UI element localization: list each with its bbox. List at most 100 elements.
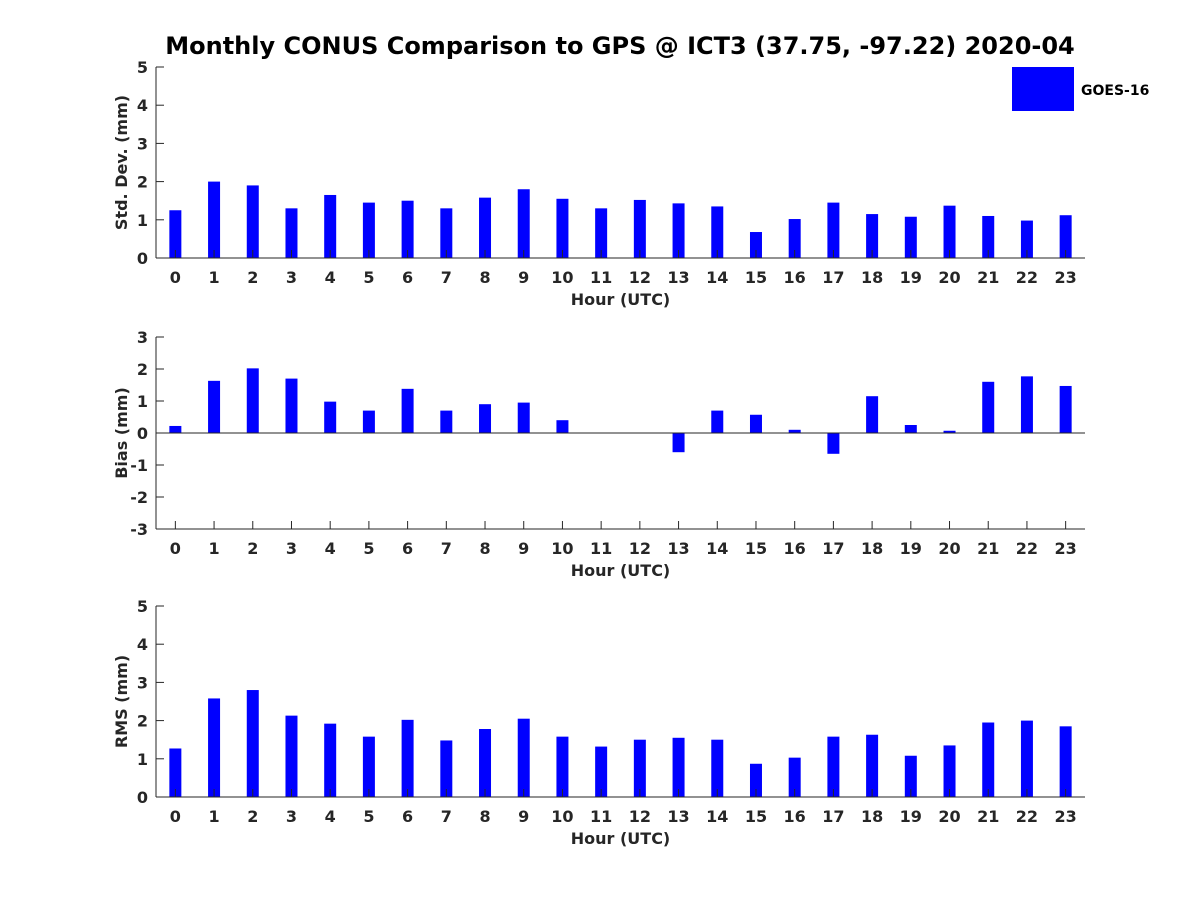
bar-bias-10 [556,420,569,433]
bar-rms-20 [943,745,956,797]
bar-std-18 [866,214,879,258]
legend: GOES-16 [1012,67,1149,111]
x-tick-label-std-0: 0 [170,268,181,287]
bar-rms-14 [711,739,724,797]
x-tick-label-std-14: 14 [706,268,728,287]
x-tick-label-rms-11: 11 [590,807,612,826]
x-tick-label-rms-9: 9 [518,807,529,826]
bar-std-17 [827,202,840,258]
bar-std-15 [749,232,762,258]
y-tick-label-rms-0: 0 [137,788,148,807]
x-tick-label-rms-13: 13 [667,807,689,826]
x-axis-label-bias: Hour (UTC) [571,561,671,580]
x-tick-label-std-17: 17 [822,268,844,287]
bar-rms-23 [1059,726,1072,797]
x-tick-label-bias-12: 12 [629,539,651,558]
bar-std-21 [982,215,995,258]
x-tick-label-rms-23: 23 [1055,807,1077,826]
x-tick-label-bias-13: 13 [667,539,689,558]
x-axis-label-rms: Hour (UTC) [571,829,671,848]
x-tick-label-bias-21: 21 [977,539,999,558]
x-tick-label-rms-15: 15 [745,807,767,826]
bar-std-12 [633,199,646,258]
bar-rms-16 [788,757,801,797]
bar-bias-0 [169,425,182,433]
bar-std-4 [324,194,337,258]
x-tick-label-bias-6: 6 [402,539,413,558]
bar-rms-8 [479,729,492,797]
legend-label-goes16: GOES-16 [1081,83,1149,99]
y-tick-label-std-5: 5 [137,58,148,77]
bar-rms-11 [595,746,608,797]
x-tick-label-rms-21: 21 [977,807,999,826]
bar-rms-21 [982,722,995,797]
x-tick-label-rms-3: 3 [286,807,297,826]
bar-bias-23 [1059,385,1072,433]
bar-bias-17 [827,433,840,454]
x-tick-label-rms-5: 5 [363,807,374,826]
x-tick-label-rms-7: 7 [441,807,452,826]
x-tick-label-bias-5: 5 [363,539,374,558]
x-tick-label-std-12: 12 [629,268,651,287]
x-tick-label-bias-9: 9 [518,539,529,558]
bar-bias-20 [943,430,956,433]
bar-rms-6 [401,719,414,797]
x-tick-label-bias-7: 7 [441,539,452,558]
x-tick-label-rms-4: 4 [325,807,336,826]
bar-bias-7 [440,410,453,433]
bar-rms-12 [633,739,646,797]
bar-std-16 [788,219,801,258]
y-tick-label-bias--1: -1 [130,456,148,475]
bar-std-5 [362,202,375,258]
bar-std-3 [285,208,298,258]
bar-bias-15 [749,414,762,433]
x-tick-label-rms-6: 6 [402,807,413,826]
x-tick-label-std-8: 8 [479,268,490,287]
x-tick-label-std-7: 7 [441,268,452,287]
x-tick-label-std-1: 1 [208,268,219,287]
y-tick-label-rms-3: 3 [137,673,148,692]
chart-title: Monthly CONUS Comparison to GPS @ ICT3 (… [165,32,1075,60]
bar-bias-9 [517,402,530,433]
bar-std-8 [479,197,492,258]
bar-std-14 [711,206,724,258]
y-tick-label-std-2: 2 [137,173,148,192]
bar-rms-19 [904,755,917,797]
bar-bias-19 [904,425,917,433]
bar-std-20 [943,205,956,258]
x-tick-label-bias-20: 20 [938,539,960,558]
x-tick-label-std-23: 23 [1055,268,1077,287]
x-tick-label-rms-19: 19 [900,807,922,826]
x-tick-label-bias-22: 22 [1016,539,1038,558]
x-tick-label-std-22: 22 [1016,268,1038,287]
x-tick-label-bias-0: 0 [170,539,181,558]
y-tick-label-bias--3: -3 [130,520,148,539]
bar-bias-22 [1020,376,1033,433]
bar-rms-5 [362,736,375,797]
bar-bias-13 [672,433,685,453]
bar-std-19 [904,216,917,258]
x-tick-label-bias-2: 2 [247,539,258,558]
x-tick-label-bias-15: 15 [745,539,767,558]
bar-std-7 [440,208,453,258]
bar-bias-16 [788,429,801,433]
x-tick-label-bias-19: 19 [900,539,922,558]
y-tick-label-rms-5: 5 [137,597,148,616]
x-tick-label-bias-10: 10 [551,539,573,558]
x-tick-label-std-4: 4 [325,268,336,287]
x-tick-label-rms-17: 17 [822,807,844,826]
bar-std-23 [1059,215,1072,258]
bar-std-10 [556,198,569,258]
bar-bias-8 [479,404,492,433]
y-tick-label-std-1: 1 [137,211,148,230]
bar-bias-5 [362,410,375,433]
x-tick-label-bias-16: 16 [784,539,806,558]
y-tick-label-bias-1: 1 [137,392,148,411]
x-tick-label-rms-18: 18 [861,807,883,826]
x-tick-label-rms-10: 10 [551,807,573,826]
x-tick-label-bias-17: 17 [822,539,844,558]
y-tick-label-rms-1: 1 [137,750,148,769]
